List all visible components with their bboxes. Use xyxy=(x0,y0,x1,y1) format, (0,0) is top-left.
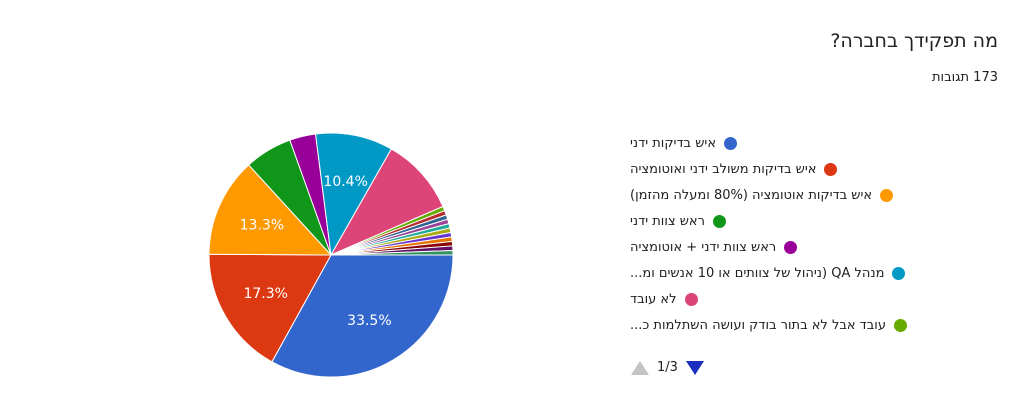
slice-data-label: 17.3% xyxy=(243,286,287,302)
legend-label: איש בדיקות משולב ידני ואוטומציה xyxy=(630,161,817,177)
legend-label: ראש צוות ידני + אוטומציה xyxy=(630,239,777,255)
legend-item: ראש צוות ידני xyxy=(630,208,960,234)
pager-text: 1/3 xyxy=(657,360,678,375)
legend-label: ראש צוות ידני xyxy=(630,213,705,229)
legend-swatch xyxy=(824,162,838,176)
legend-swatch xyxy=(784,240,798,254)
legend-item: איש בדיקות אוטומציה (80% ומעלה מהזמן) xyxy=(630,182,960,208)
legend-label: איש בדיקות ידני xyxy=(630,135,717,151)
legend-item: איש בדיקות ידני xyxy=(630,130,960,156)
legend-swatch xyxy=(724,136,738,150)
pie-slice xyxy=(330,249,454,256)
question-title: מה תפקידך בחברה? xyxy=(830,30,998,52)
legend-swatch xyxy=(712,214,726,228)
legend-label: עובד אבל לא בתור בודק ועושה השתלמות כ... xyxy=(630,317,886,333)
pie-chart: 33.5% 17.3% 13.3% 10.4% xyxy=(208,132,454,378)
pie-slice xyxy=(208,164,333,256)
pie-slice xyxy=(329,148,444,257)
legend-label: מנהל QA (ניהול של צוותים או 10 אנשים ומ.… xyxy=(630,265,885,281)
legend-label: לא עובד xyxy=(630,291,677,307)
legend-swatch xyxy=(892,266,906,280)
slice-data-label: 13.3% xyxy=(240,217,284,233)
legend-item: ראש צוות ידני + אוטומציה xyxy=(630,234,960,260)
response-count: 173 תגובות xyxy=(931,70,998,85)
legend-item: מנהל QA (ניהול של צוותים או 10 אנשים ומ.… xyxy=(630,260,960,286)
pie-slice xyxy=(314,132,393,257)
legend-label: איש בדיקות אוטומציה (80% ומעלה מהזמן) xyxy=(630,187,873,203)
legend-swatch xyxy=(893,318,907,332)
slice-data-label: 33.5% xyxy=(347,313,391,329)
chart-legend: איש בדיקות ידני איש בדיקות משולב ידני ואו… xyxy=(630,130,960,338)
legend-item: עובד אבל לא בתור בודק ועושה השתלמות כ... xyxy=(630,312,960,338)
triangle-down-icon[interactable] xyxy=(685,360,704,375)
pie-slice xyxy=(271,254,454,378)
triangle-up-icon[interactable] xyxy=(631,360,649,375)
legend-swatch xyxy=(684,292,698,306)
slice-data-label: 10.4% xyxy=(323,174,367,190)
legend-item: איש בדיקות משולב ידני ואוטומציה xyxy=(630,156,960,182)
legend-item: לא עובד xyxy=(630,286,960,312)
legend-pager: 1/3 xyxy=(631,360,704,375)
legend-swatch xyxy=(880,188,894,202)
pie-slice xyxy=(208,253,332,363)
